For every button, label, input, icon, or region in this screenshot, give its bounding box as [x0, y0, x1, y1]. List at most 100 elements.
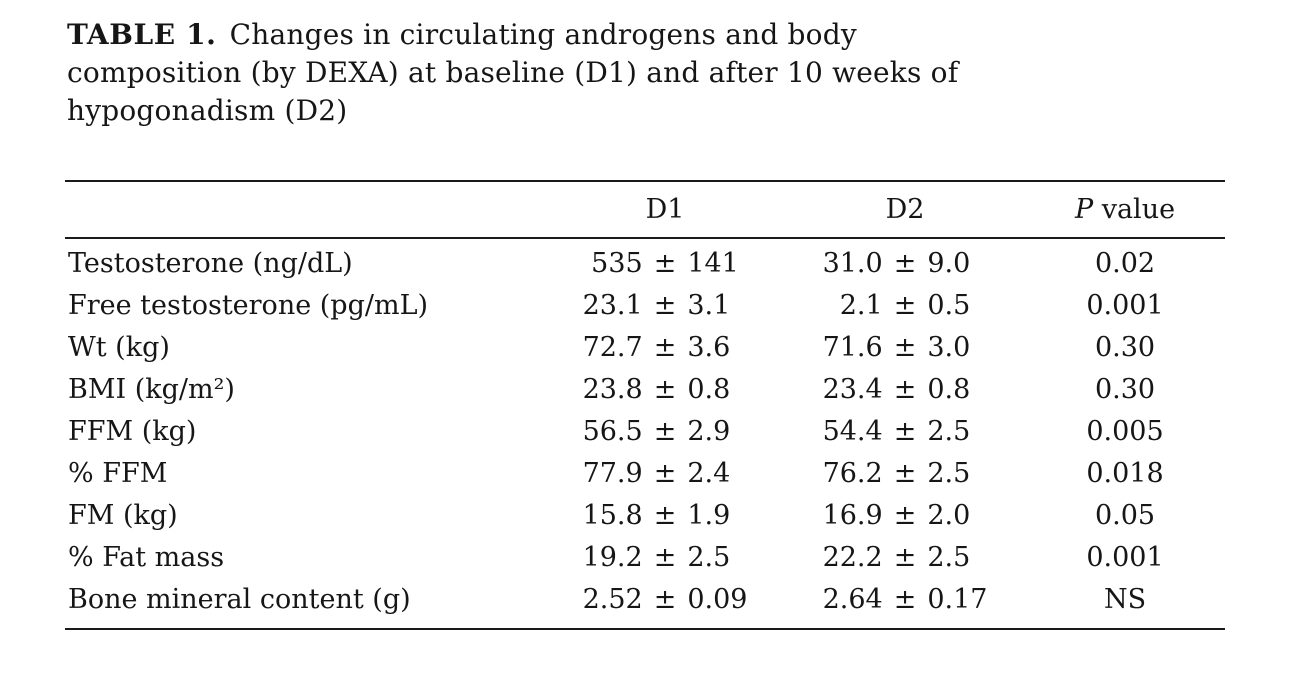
p-value-cell: 0.005 [1086, 416, 1164, 447]
table-body: Testosterone (ng/dL) 535 ±141 31.0 ±9.0 0.… [65, 238, 1225, 629]
d1-mean: 19.2 [582, 542, 643, 573]
d1-cell: 535 ±141 [545, 238, 785, 285]
d2-sd: 3.0 [927, 332, 971, 363]
table-caption: TABLE 1. Changes in circulating androgen… [67, 16, 1207, 130]
table-row-pct-fat-mass: % Fat mass 19.2 ±2.5 22.2 ±2.5 0.001 [65, 537, 1225, 579]
d2-sd: 2.5 [927, 542, 971, 573]
d2-cell: 2.1 ±0.5 [785, 285, 1025, 327]
d2-mean: 71.6 [822, 332, 883, 363]
plus-minus-icon: ± [653, 416, 677, 447]
plus-minus-icon: ± [893, 584, 917, 615]
plus-minus-icon: ± [893, 290, 917, 321]
plus-minus-icon: ± [893, 542, 917, 573]
p-value-cell: 0.30 [1094, 332, 1156, 363]
d2-cell: 23.4 ±0.8 [785, 369, 1025, 411]
caption-line-2: composition (by DEXA) at baseline (D1) a… [67, 56, 959, 89]
plus-minus-icon: ± [653, 248, 677, 279]
p-value-cell: 0.001 [1086, 290, 1164, 321]
d2-cell: 22.2 ±2.5 [785, 537, 1025, 579]
d1-sd: 3.6 [687, 332, 731, 363]
d2-sd: 2.5 [927, 416, 971, 447]
data-table: D1 D2 P value Testosterone (ng/dL) 535 ±1… [65, 180, 1225, 630]
d2-mean: 16.9 [822, 500, 883, 531]
p-value-cell: 0.018 [1086, 458, 1164, 489]
d2-mean: 76.2 [822, 458, 883, 489]
p-value-cell: 0.05 [1094, 500, 1156, 531]
plus-minus-icon: ± [653, 374, 677, 405]
row-label: % FFM [68, 458, 168, 489]
d2-mean: 2.64 [822, 584, 883, 615]
row-label: % Fat mass [68, 542, 225, 573]
d1-cell: 19.2 ±2.5 [545, 537, 785, 579]
caption-line-1: TABLE 1. Changes in circulating androgen… [67, 16, 1207, 54]
plus-minus-icon: ± [653, 584, 677, 615]
d2-mean: 2.1 [839, 290, 883, 321]
table-number-label: TABLE 1. [67, 18, 217, 51]
d1-sd: 3.1 [687, 290, 731, 321]
p-value-cell: 0.001 [1086, 542, 1164, 573]
d1-sd: 141 [687, 248, 739, 279]
d2-sd: 2.0 [927, 500, 971, 531]
d1-sd: 2.5 [687, 542, 731, 573]
caption-text-1: Changes in circulating androgens and bod… [229, 18, 857, 51]
row-label: Bone mineral content (g) [68, 584, 411, 615]
d2-cell: 2.64 ±0.17 [785, 579, 1025, 629]
column-header-d2: D2 [785, 181, 1025, 239]
d2-cell: 71.6 ±3.0 [785, 327, 1025, 369]
d2-mean: 22.2 [822, 542, 883, 573]
row-label: Testosterone (ng/dL) [68, 248, 353, 279]
d1-cell: 15.8 ±1.9 [545, 495, 785, 537]
plus-minus-icon: ± [653, 290, 677, 321]
d2-mean: 23.4 [822, 374, 883, 405]
header-row: D1 D2 P value [65, 181, 1225, 239]
table-row-bone-mineral-content: Bone mineral content (g) 2.52 ±0.09 2.64 ±… [65, 579, 1225, 629]
d1-mean: 15.8 [582, 500, 643, 531]
plus-minus-icon: ± [893, 248, 917, 279]
d1-sd: 0.09 [687, 584, 748, 615]
d1-mean: 535 [591, 248, 643, 279]
plus-minus-icon: ± [653, 332, 677, 363]
column-header-d1: D1 [545, 181, 785, 239]
d1-cell: 23.8 ±0.8 [545, 369, 785, 411]
d1-cell: 72.7 ±3.6 [545, 327, 785, 369]
d2-sd: 2.5 [927, 458, 971, 489]
d1-cell: 77.9 ±2.4 [545, 453, 785, 495]
table-row-testosterone: Testosterone (ng/dL) 535 ±141 31.0 ±9.0 0.… [65, 238, 1225, 285]
row-label: BMI (kg/m²) [68, 374, 235, 405]
d2-cell: 54.4 ±2.5 [785, 411, 1025, 453]
table-row-ffm: FFM (kg) 56.5 ±2.9 54.4 ±2.5 0.005 [65, 411, 1225, 453]
d1-sd: 2.9 [687, 416, 731, 447]
p-value-cell: 0.30 [1094, 374, 1156, 405]
table-row-pct-ffm: % FFM 77.9 ±2.4 76.2 ±2.5 0.018 [65, 453, 1225, 495]
d2-mean: 31.0 [822, 248, 883, 279]
caption-line-3: hypogonadism (D2) [67, 94, 348, 127]
plus-minus-icon: ± [893, 332, 917, 363]
d2-cell: 16.9 ±2.0 [785, 495, 1025, 537]
plus-minus-icon: ± [653, 542, 677, 573]
table-row-free-testosterone: Free testosterone (pg/mL) 23.1 ±3.1 2.1 ±0… [65, 285, 1225, 327]
p-value-cell: NS [1103, 584, 1147, 615]
d1-sd: 1.9 [687, 500, 731, 531]
d1-mean: 23.1 [582, 290, 643, 321]
row-label: FFM (kg) [68, 416, 197, 447]
table-row-weight: Wt (kg) 72.7 ±3.6 71.6 ±3.0 0.30 [65, 327, 1225, 369]
row-label: Free testosterone (pg/mL) [68, 290, 429, 321]
column-header-pvalue: P value [1025, 181, 1225, 239]
plus-minus-icon: ± [893, 500, 917, 531]
d2-cell: 31.0 ±9.0 [785, 238, 1025, 285]
table-header: D1 D2 P value [65, 181, 1225, 239]
d2-sd: 9.0 [927, 248, 971, 279]
plus-minus-icon: ± [653, 458, 677, 489]
d1-sd: 2.4 [687, 458, 731, 489]
d2-mean: 54.4 [822, 416, 883, 447]
row-label: FM (kg) [68, 500, 178, 531]
plus-minus-icon: ± [893, 416, 917, 447]
d2-cell: 76.2 ±2.5 [785, 453, 1025, 495]
p-value-word: value [1101, 194, 1176, 225]
d1-cell: 23.1 ±3.1 [545, 285, 785, 327]
d2-sd: 0.8 [927, 374, 971, 405]
d1-cell: 56.5 ±2.9 [545, 411, 785, 453]
d1-mean: 2.52 [582, 584, 643, 615]
p-symbol: P [1074, 194, 1094, 225]
